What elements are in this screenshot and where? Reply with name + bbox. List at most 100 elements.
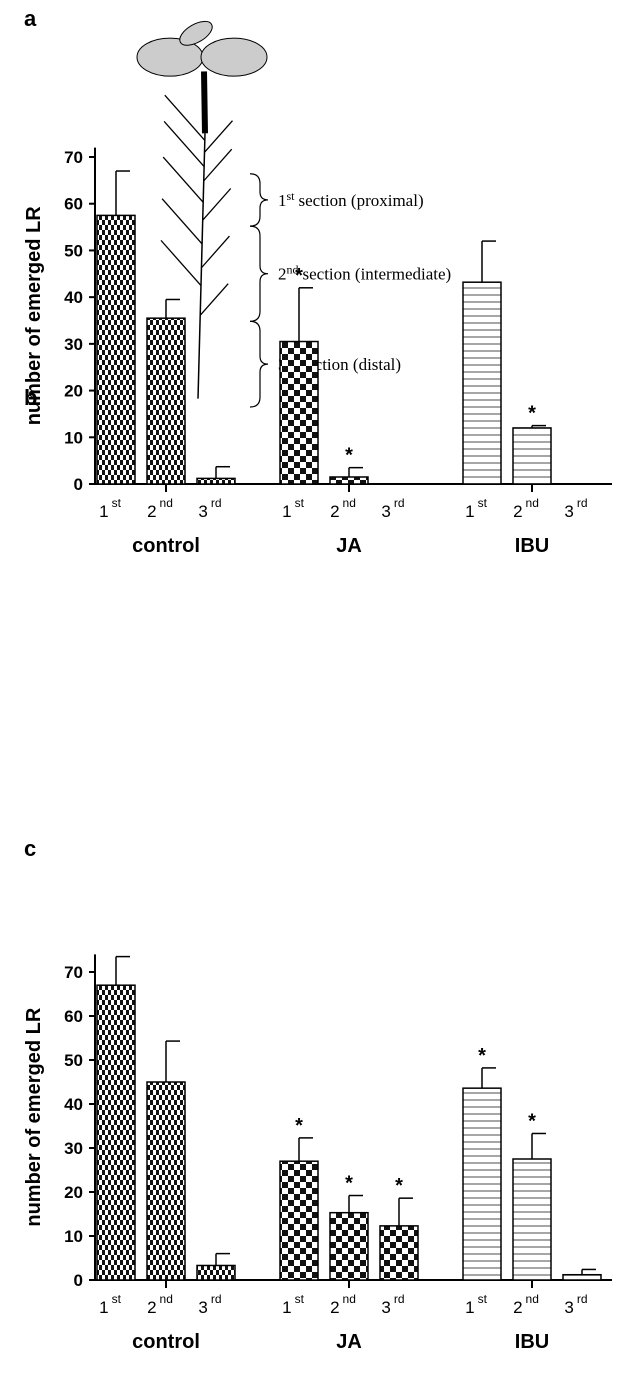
x-tick-label: 3 rd	[381, 1292, 404, 1317]
section-label: 1st section (proximal)	[278, 189, 424, 210]
y-tick-label: 20	[64, 1183, 83, 1202]
y-tick-label: 0	[74, 475, 83, 494]
section-suffix: st	[287, 189, 296, 203]
category-suffix: rd	[577, 496, 588, 510]
category-suffix: nd	[160, 496, 173, 510]
significance-marker: *	[528, 403, 536, 425]
category-suffix: st	[112, 1292, 122, 1306]
bar	[146, 1081, 186, 1281]
x-tick-label: 3 rd	[198, 496, 221, 521]
x-tick-label: 2 nd	[147, 496, 173, 521]
hypocotyl	[201, 71, 208, 134]
x-tick-label: 1 st	[99, 1292, 121, 1317]
y-tick-label: 70	[64, 963, 83, 982]
category: 3	[381, 1298, 390, 1317]
x-tick-label: 2 nd	[330, 496, 356, 521]
y-tick-label: 30	[64, 335, 83, 354]
section-text: section (intermediate)	[303, 265, 452, 284]
section-ordinal: 1	[278, 191, 287, 210]
group-label: control	[132, 1331, 200, 1353]
section-label: 2nd section (intermediate)	[278, 263, 451, 284]
significance-marker: *	[295, 1115, 303, 1137]
category: 2	[513, 1298, 522, 1317]
panel-label: b	[24, 385, 37, 410]
significance-marker: *	[295, 265, 303, 287]
section-text: section (proximal)	[299, 191, 424, 210]
y-tick-label: 50	[64, 241, 83, 260]
category: 1	[282, 502, 291, 521]
category-suffix: nd	[343, 1292, 356, 1306]
y-tick-label: 50	[64, 1051, 83, 1070]
bar	[329, 1211, 369, 1281]
bar	[196, 477, 236, 485]
bar	[562, 1273, 602, 1281]
category-suffix: rd	[577, 1292, 588, 1306]
x-tick-label: 3 rd	[564, 496, 587, 521]
category: 1	[99, 1298, 108, 1317]
lateral-root	[162, 156, 204, 203]
category: 3	[564, 502, 573, 521]
category: 1	[465, 1298, 474, 1317]
category: 2	[147, 502, 156, 521]
lateral-root	[163, 120, 205, 168]
cotyledon	[200, 37, 268, 77]
significance-marker: *	[345, 1173, 353, 1195]
bar	[462, 281, 502, 485]
category: 2	[330, 502, 339, 521]
bar	[146, 317, 186, 485]
y-tick-label: 10	[64, 428, 83, 447]
x-tick-label: 3 rd	[564, 1292, 587, 1317]
panel-label: c	[24, 836, 36, 861]
group-label: control	[132, 535, 200, 557]
y-tick-label: 60	[64, 195, 83, 214]
category: 3	[198, 502, 207, 521]
category: 2	[330, 1298, 339, 1317]
category-suffix: st	[295, 1292, 305, 1306]
lateral-root	[199, 283, 229, 316]
y-tick-label: 0	[74, 1271, 83, 1290]
x-tick-label: 2 nd	[330, 1292, 356, 1317]
y-tick-label: 10	[64, 1227, 83, 1246]
brace	[249, 320, 269, 408]
section-ordinal: 2	[278, 265, 287, 284]
category-suffix: st	[478, 1292, 488, 1306]
lateral-root	[204, 120, 233, 153]
y-axis-label: number of emerged LR	[23, 1007, 45, 1226]
bar	[279, 1160, 319, 1281]
category: 1	[99, 502, 108, 521]
y-tick-label: 40	[64, 288, 83, 307]
x-tick-label: 1 st	[282, 496, 304, 521]
lateral-root	[160, 239, 202, 287]
category: 2	[513, 502, 522, 521]
bar	[462, 1087, 502, 1281]
section-suffix: nd	[287, 263, 299, 277]
y-tick-label: 40	[64, 1095, 83, 1114]
bar	[196, 1264, 236, 1281]
category-suffix: st	[112, 496, 122, 510]
x-tick-label: 1 st	[99, 496, 121, 521]
y-tick-label: 70	[64, 148, 83, 167]
category-suffix: st	[295, 496, 305, 510]
bar	[512, 427, 552, 485]
x-tick-label: 2 nd	[513, 1292, 539, 1317]
category-suffix: nd	[343, 496, 356, 510]
category: 1	[465, 502, 474, 521]
significance-marker: *	[528, 1110, 536, 1132]
bar	[279, 340, 319, 485]
significance-marker: *	[345, 445, 353, 467]
x-tick-label: 3 rd	[198, 1292, 221, 1317]
bar	[96, 214, 136, 485]
bar	[379, 1225, 419, 1281]
bar	[96, 984, 136, 1281]
brace	[249, 225, 269, 322]
section-text: section (distal)	[301, 355, 402, 374]
category-suffix: nd	[526, 496, 539, 510]
category: 3	[381, 502, 390, 521]
significance-marker: *	[395, 1175, 403, 1197]
category-suffix: nd	[160, 1292, 173, 1306]
category: 3	[198, 1298, 207, 1317]
significance-marker: *	[478, 1045, 486, 1067]
x-tick-label: 2 nd	[147, 1292, 173, 1317]
bar	[329, 476, 369, 485]
